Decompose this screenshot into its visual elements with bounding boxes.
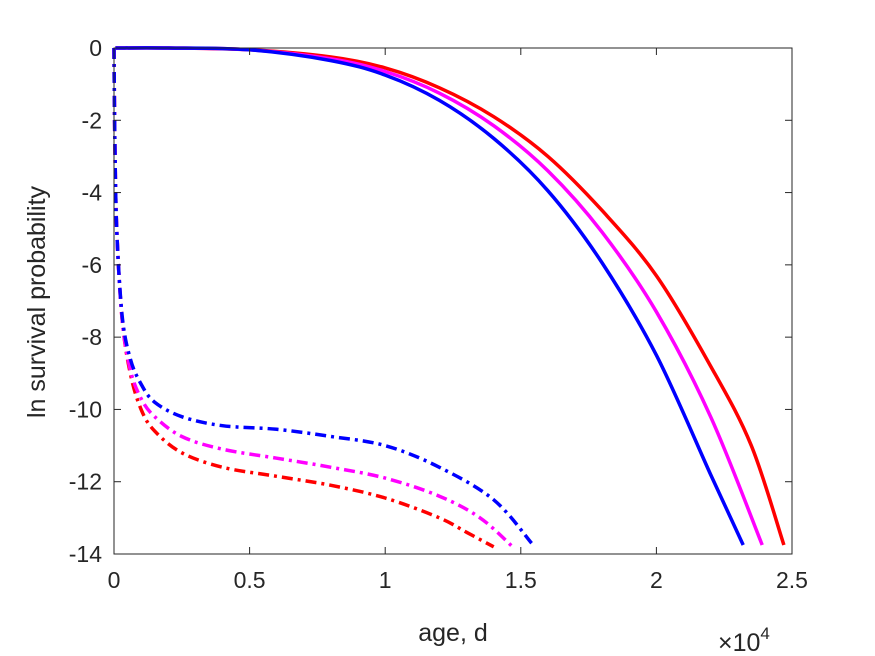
axes-layer: [113, 47, 793, 555]
plot-frame: [113, 47, 793, 555]
series-line-5: [112, 47, 514, 549]
y-tick-label: -14: [69, 541, 102, 567]
x-tick-label: 0: [108, 567, 121, 593]
tick-label-layer: 0 0.5 1 1.5 2 2.5 0 -2 -4 -6 -8 -10 -12 -14: [69, 35, 808, 593]
y-axis-label: ln survival probability: [23, 185, 51, 418]
x-tick-label: 2.5: [776, 567, 808, 593]
series-line-4: [112, 47, 495, 549]
x-axis-multiplier-exponent: 4: [760, 624, 769, 643]
y-tick-label: -4: [82, 180, 103, 206]
y-tick-label: -10: [69, 396, 102, 422]
x-axis-multiplier: ×104: [718, 624, 770, 656]
x-axis-multiplier-base: ×10: [718, 629, 760, 656]
series-line-6: [112, 47, 533, 545]
y-tick-label: 0: [89, 35, 102, 61]
x-axis-label: age, d: [418, 619, 488, 647]
y-tick-label: -2: [82, 107, 102, 133]
x-tick-label: 1.5: [505, 567, 537, 593]
y-tick-label: -8: [82, 324, 102, 350]
y-tick-label: -6: [82, 252, 102, 278]
y-tick-label: -12: [69, 469, 102, 495]
x-tick-label: 1: [379, 567, 392, 593]
x-tick-label: 0.5: [234, 567, 266, 593]
x-tick-label: 2: [650, 567, 663, 593]
